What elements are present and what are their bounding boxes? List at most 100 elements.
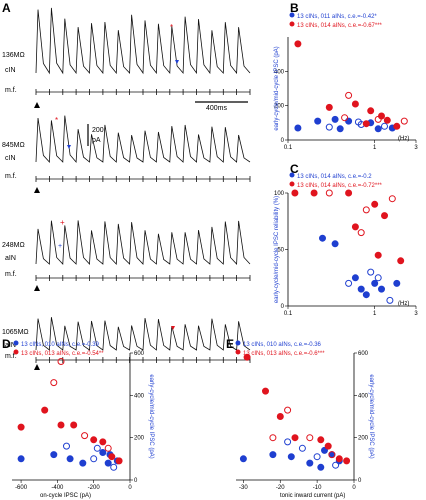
data-point-blue (50, 451, 58, 459)
stimulus-onset-arrow (34, 187, 40, 193)
mid-cycle-marker (175, 60, 179, 64)
data-point-blue (345, 279, 353, 287)
y-tick-label: 200 (358, 436, 369, 442)
data-point-red (374, 251, 382, 259)
data-point-blue (374, 125, 382, 133)
y-axis-label: early-cycle/mid-cycle IPSC reliability (… (274, 196, 280, 303)
data-point-blue (239, 455, 247, 463)
trace-4-resistance: 1065MΩ (2, 329, 29, 336)
data-point-red (90, 436, 98, 444)
data-point-red (367, 107, 375, 115)
panel-a-letter: A (2, 1, 11, 15)
trace-2-cell: cIN (5, 155, 16, 162)
data-point-red (17, 423, 25, 431)
legend-entry: 13 cINs, 010 aINs, c.e.=-0.36 (243, 342, 322, 348)
trace-2-stim-line (35, 176, 251, 182)
mid-cycle-marker: + (58, 243, 62, 250)
x-axis-label: on-cycle IPSC (pA) (40, 493, 91, 499)
panel-b: B13 cINs, 011 aINs, c.e.=-0.42* 13 cINs, … (274, 1, 418, 151)
data-point-red (294, 40, 302, 48)
y-axis-label: early-cycle/mid-cycle IPSC (pA) (148, 374, 154, 458)
trace-2-waveform (35, 115, 251, 164)
data-point-red (371, 200, 379, 208)
trace-1-resistance: 136MΩ (2, 52, 25, 59)
x-tick-label: 0.1 (284, 145, 293, 151)
trace-3-stim-line (35, 275, 251, 281)
panel-e: E 13 cINs, 010 aINs, c.e.=-0.36 13 cINs, 0… (226, 337, 374, 499)
data-point-blue (362, 291, 370, 299)
current-scale-unit: pA (92, 137, 101, 144)
data-point-blue (17, 455, 25, 463)
early-cycle-marker: * (55, 116, 58, 125)
data-point-red (108, 453, 116, 461)
x-tick-label: -30 (239, 485, 248, 491)
y-tick-label: 100 (274, 191, 285, 197)
panel-e-letter: E (226, 337, 234, 351)
legend-entry: 13 cINs, 013 aINs, c.e.=-0.54** (21, 351, 104, 357)
data-point-red (99, 438, 107, 446)
x-tick-label: -400 (51, 485, 64, 491)
trace-3-stim: m.f. (5, 271, 17, 278)
data-point-red (276, 413, 284, 420)
data-point-red (351, 223, 359, 231)
panel-b-letter: B (290, 1, 299, 15)
current-scale-value: 200 (92, 127, 104, 134)
data-point-red (57, 421, 65, 429)
data-point-blue (393, 279, 401, 287)
x-tick-label: 3 (414, 145, 418, 151)
y-axis-label: early-cycle/mid-cycle IPSC (pA) (274, 46, 280, 130)
mid-cycle-marker (67, 145, 71, 149)
trace-1: 136MΩ cIN m.f. * 400ms (2, 7, 251, 112)
legend-marker (235, 340, 241, 346)
data-point-red (378, 112, 385, 120)
early-cycle-marker (171, 326, 175, 330)
data-point-red (262, 387, 269, 395)
data-point-red (335, 455, 343, 463)
x-axis-label: (Hz) (398, 136, 409, 142)
y-axis-label: early-cycle/mid-cycle IPSC (pA) (368, 374, 374, 458)
stimulus-onset-arrow (34, 285, 40, 291)
data-point-blue (354, 118, 362, 126)
data-point-blue (357, 285, 365, 293)
data-point-red (383, 116, 391, 124)
data-point-blue (336, 125, 344, 133)
data-point-blue (66, 455, 74, 463)
data-point-blue (367, 268, 375, 276)
data-point-blue (298, 444, 306, 452)
data-point-red (328, 451, 336, 459)
trace-3-resistance: 248MΩ (2, 242, 25, 249)
trace-4-cell: aIN (5, 342, 16, 349)
data-point-red (291, 434, 299, 442)
x-tick-label: 0 (128, 485, 132, 491)
trace-1-stim: m.f. (5, 87, 17, 94)
data-point-red (57, 358, 65, 365)
trace-2-stim: m.f. (5, 173, 17, 180)
data-point-blue (79, 459, 87, 467)
legend-entry: 13 cINs, 011 aINs, c.e.=-0.42* (297, 14, 377, 20)
legend-entry: 13 cINs, 014 aINs, c.e.=-0.72*** (297, 183, 383, 189)
data-point-blue (325, 123, 333, 131)
data-point-blue (381, 122, 388, 130)
data-point-red (41, 406, 49, 414)
data-point-red (243, 353, 251, 361)
data-point-red (345, 189, 353, 197)
y-tick-label: 400 (274, 69, 285, 75)
data-point-blue (332, 461, 340, 469)
data-point-red (343, 457, 351, 465)
x-tick-label: -10 (313, 485, 322, 491)
legend-entry: 13 cINs, 014 aINs, c.e.=-0.67*** (297, 23, 383, 29)
data-point-blue (374, 274, 382, 282)
trace-1-stim-line (35, 89, 251, 95)
data-point-red (310, 189, 318, 197)
x-axis-label: tonic inward current (pA) (280, 493, 345, 499)
data-point-red (70, 421, 78, 429)
legend-entry: 13 cINs, 010 aINs, c.e.=-0.39 (21, 342, 100, 348)
legend-marker (289, 172, 295, 178)
legend-entry: 13 cINs, 013 aINs, c.e.=-0.6*** (243, 351, 325, 357)
data-point-blue (345, 117, 353, 125)
data-point-blue (294, 124, 302, 132)
data-point-blue (386, 296, 394, 304)
data-point-red (341, 114, 349, 122)
data-point-red (291, 189, 299, 197)
data-point-blue (269, 451, 277, 459)
